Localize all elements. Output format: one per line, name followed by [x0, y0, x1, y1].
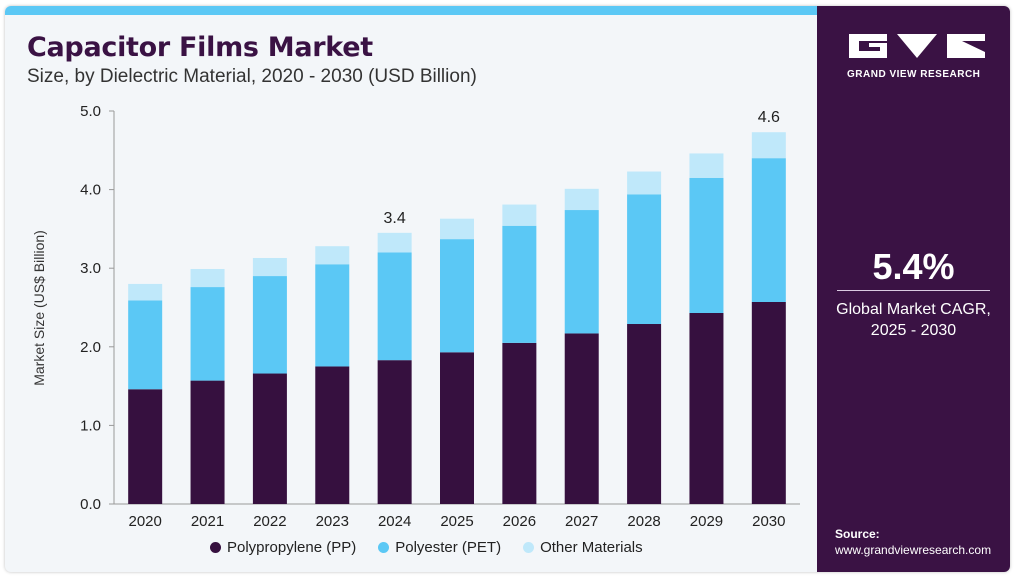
- bar-segment-2030-1: [751, 158, 786, 302]
- bar-chart: Market Size (US$ Billion) 0.0 1.0 2.0 3.0 4.…: [31, 103, 800, 530]
- x-tick-label: 2025: [440, 513, 473, 530]
- bar-segment-2022-0: [252, 373, 287, 504]
- x-tick-label: 2026: [503, 513, 536, 530]
- y-tick-label: 2.0: [80, 339, 101, 356]
- cagr-label-line1: Global Market CAGR,: [836, 301, 991, 318]
- x-tick-label: 2022: [253, 513, 286, 530]
- legend-item-polypropylene: Polypropylene (PP): [210, 539, 356, 556]
- bar-segment-2024-2: [377, 232, 412, 253]
- bar-segment-2024-1: [377, 252, 412, 361]
- source-label: Source:: [835, 527, 880, 541]
- bar-segment-2026-1: [502, 225, 537, 343]
- bar-segment-2025-2: [440, 218, 474, 240]
- accent-bar: [5, 6, 817, 15]
- x-tick-label: 2021: [191, 513, 224, 530]
- brand-logo: GRAND VIEW RESEARCH: [847, 32, 987, 80]
- sidebar-panel: GRAND VIEW RESEARCH 5.4% Global Market C…: [817, 6, 1010, 572]
- bar-segment-2025-1: [440, 239, 474, 353]
- x-tick-label: 2024: [378, 513, 411, 530]
- legend-label: Polypropylene (PP): [227, 539, 357, 556]
- bar-segment-2021-1: [190, 287, 225, 381]
- bar-segment-2022-2: [252, 257, 287, 277]
- x-tick-label: 2029: [690, 513, 723, 530]
- bar-segment-2026-2: [502, 204, 537, 226]
- bar-segment-2021-2: [190, 268, 225, 288]
- bar-segment-2030-0: [751, 301, 786, 504]
- legend-label: Other Materials: [540, 539, 643, 556]
- bar-segment-2021-0: [190, 380, 225, 504]
- x-tick-label: 2027: [565, 513, 598, 530]
- bar-segment-2024-0: [377, 360, 412, 504]
- bar-segment-2023-0: [315, 366, 350, 504]
- legend-swatch-polypropylene: [210, 542, 221, 553]
- legend-swatch-other: [523, 542, 535, 553]
- bar-segment-2028-0: [627, 324, 662, 504]
- cagr-value: 5.4%: [872, 246, 955, 287]
- annotations: 3.4 4.6: [384, 109, 781, 227]
- y-tick-label: 5.0: [80, 103, 101, 120]
- x-tick-label: 2023: [316, 513, 349, 530]
- chart-subtitle: Size, by Dielectric Material, 2020 - 203…: [27, 66, 477, 87]
- y-tick-label: 4.0: [80, 182, 101, 199]
- y-axis: 0.0 1.0 2.0 3.0 4.0 5.0: [80, 103, 115, 513]
- y-tick-label: 1.0: [80, 417, 101, 434]
- y-tick-label: 3.0: [80, 260, 101, 277]
- chart-title: Capacitor Films Market: [27, 32, 373, 63]
- x-tick-label: 2020: [128, 513, 161, 530]
- bar-segment-2023-1: [315, 264, 350, 367]
- legend-item-other: Other Materials: [523, 539, 643, 556]
- bar-segment-2027-2: [564, 188, 599, 211]
- logo-mark-icon: [849, 34, 985, 58]
- bar-segment-2029-1: [689, 177, 724, 314]
- cagr-divider: [837, 290, 990, 291]
- bar-segment-2023-2: [315, 246, 350, 265]
- x-axis: 2020 2021 2022 2023 2024 2025 2026 2027 2028 2029…: [114, 503, 800, 530]
- y-tick-label: 0.0: [80, 496, 101, 513]
- bar-segment-2030-2: [751, 132, 786, 159]
- bar-segment-2026-0: [502, 342, 537, 504]
- bar-segment-2028-1: [627, 194, 662, 325]
- bar-segment-2027-1: [564, 210, 599, 334]
- legend-item-polyester: Polyester (PET): [378, 539, 501, 556]
- source-link[interactable]: www.grandviewresearch.com: [835, 543, 992, 557]
- legend: Polypropylene (PP) Polyester (PET) Other…: [210, 539, 643, 556]
- x-tick-label: 2028: [627, 513, 660, 530]
- bar-segment-2022-1: [252, 276, 287, 374]
- y-axis-label: Market Size (US$ Billion): [31, 230, 47, 386]
- infographic-card: Capacitor Films Market Size, by Dielectr…: [5, 6, 1010, 572]
- bars: [128, 132, 786, 504]
- brand-name: GRAND VIEW RESEARCH: [847, 69, 981, 80]
- bar-segment-2020-2: [128, 283, 163, 301]
- data-label: 4.6: [758, 109, 780, 126]
- bar-segment-2020-0: [128, 389, 163, 504]
- x-tick-label: 2030: [752, 513, 785, 530]
- legend-label: Polyester (PET): [395, 539, 502, 556]
- data-label: 3.4: [384, 210, 406, 227]
- bar-segment-2029-2: [689, 153, 724, 178]
- bar-segment-2020-1: [128, 300, 163, 390]
- cagr-label: Global Market CAGR, 2025 - 2030: [817, 299, 1010, 341]
- legend-swatch-polyester: [378, 542, 390, 553]
- cagr-label-line2: 2025 - 2030: [870, 322, 957, 339]
- bar-segment-2028-2: [627, 171, 662, 195]
- bar-segment-2029-0: [689, 313, 724, 504]
- bar-segment-2027-0: [564, 333, 599, 504]
- bar-segment-2025-0: [440, 352, 474, 504]
